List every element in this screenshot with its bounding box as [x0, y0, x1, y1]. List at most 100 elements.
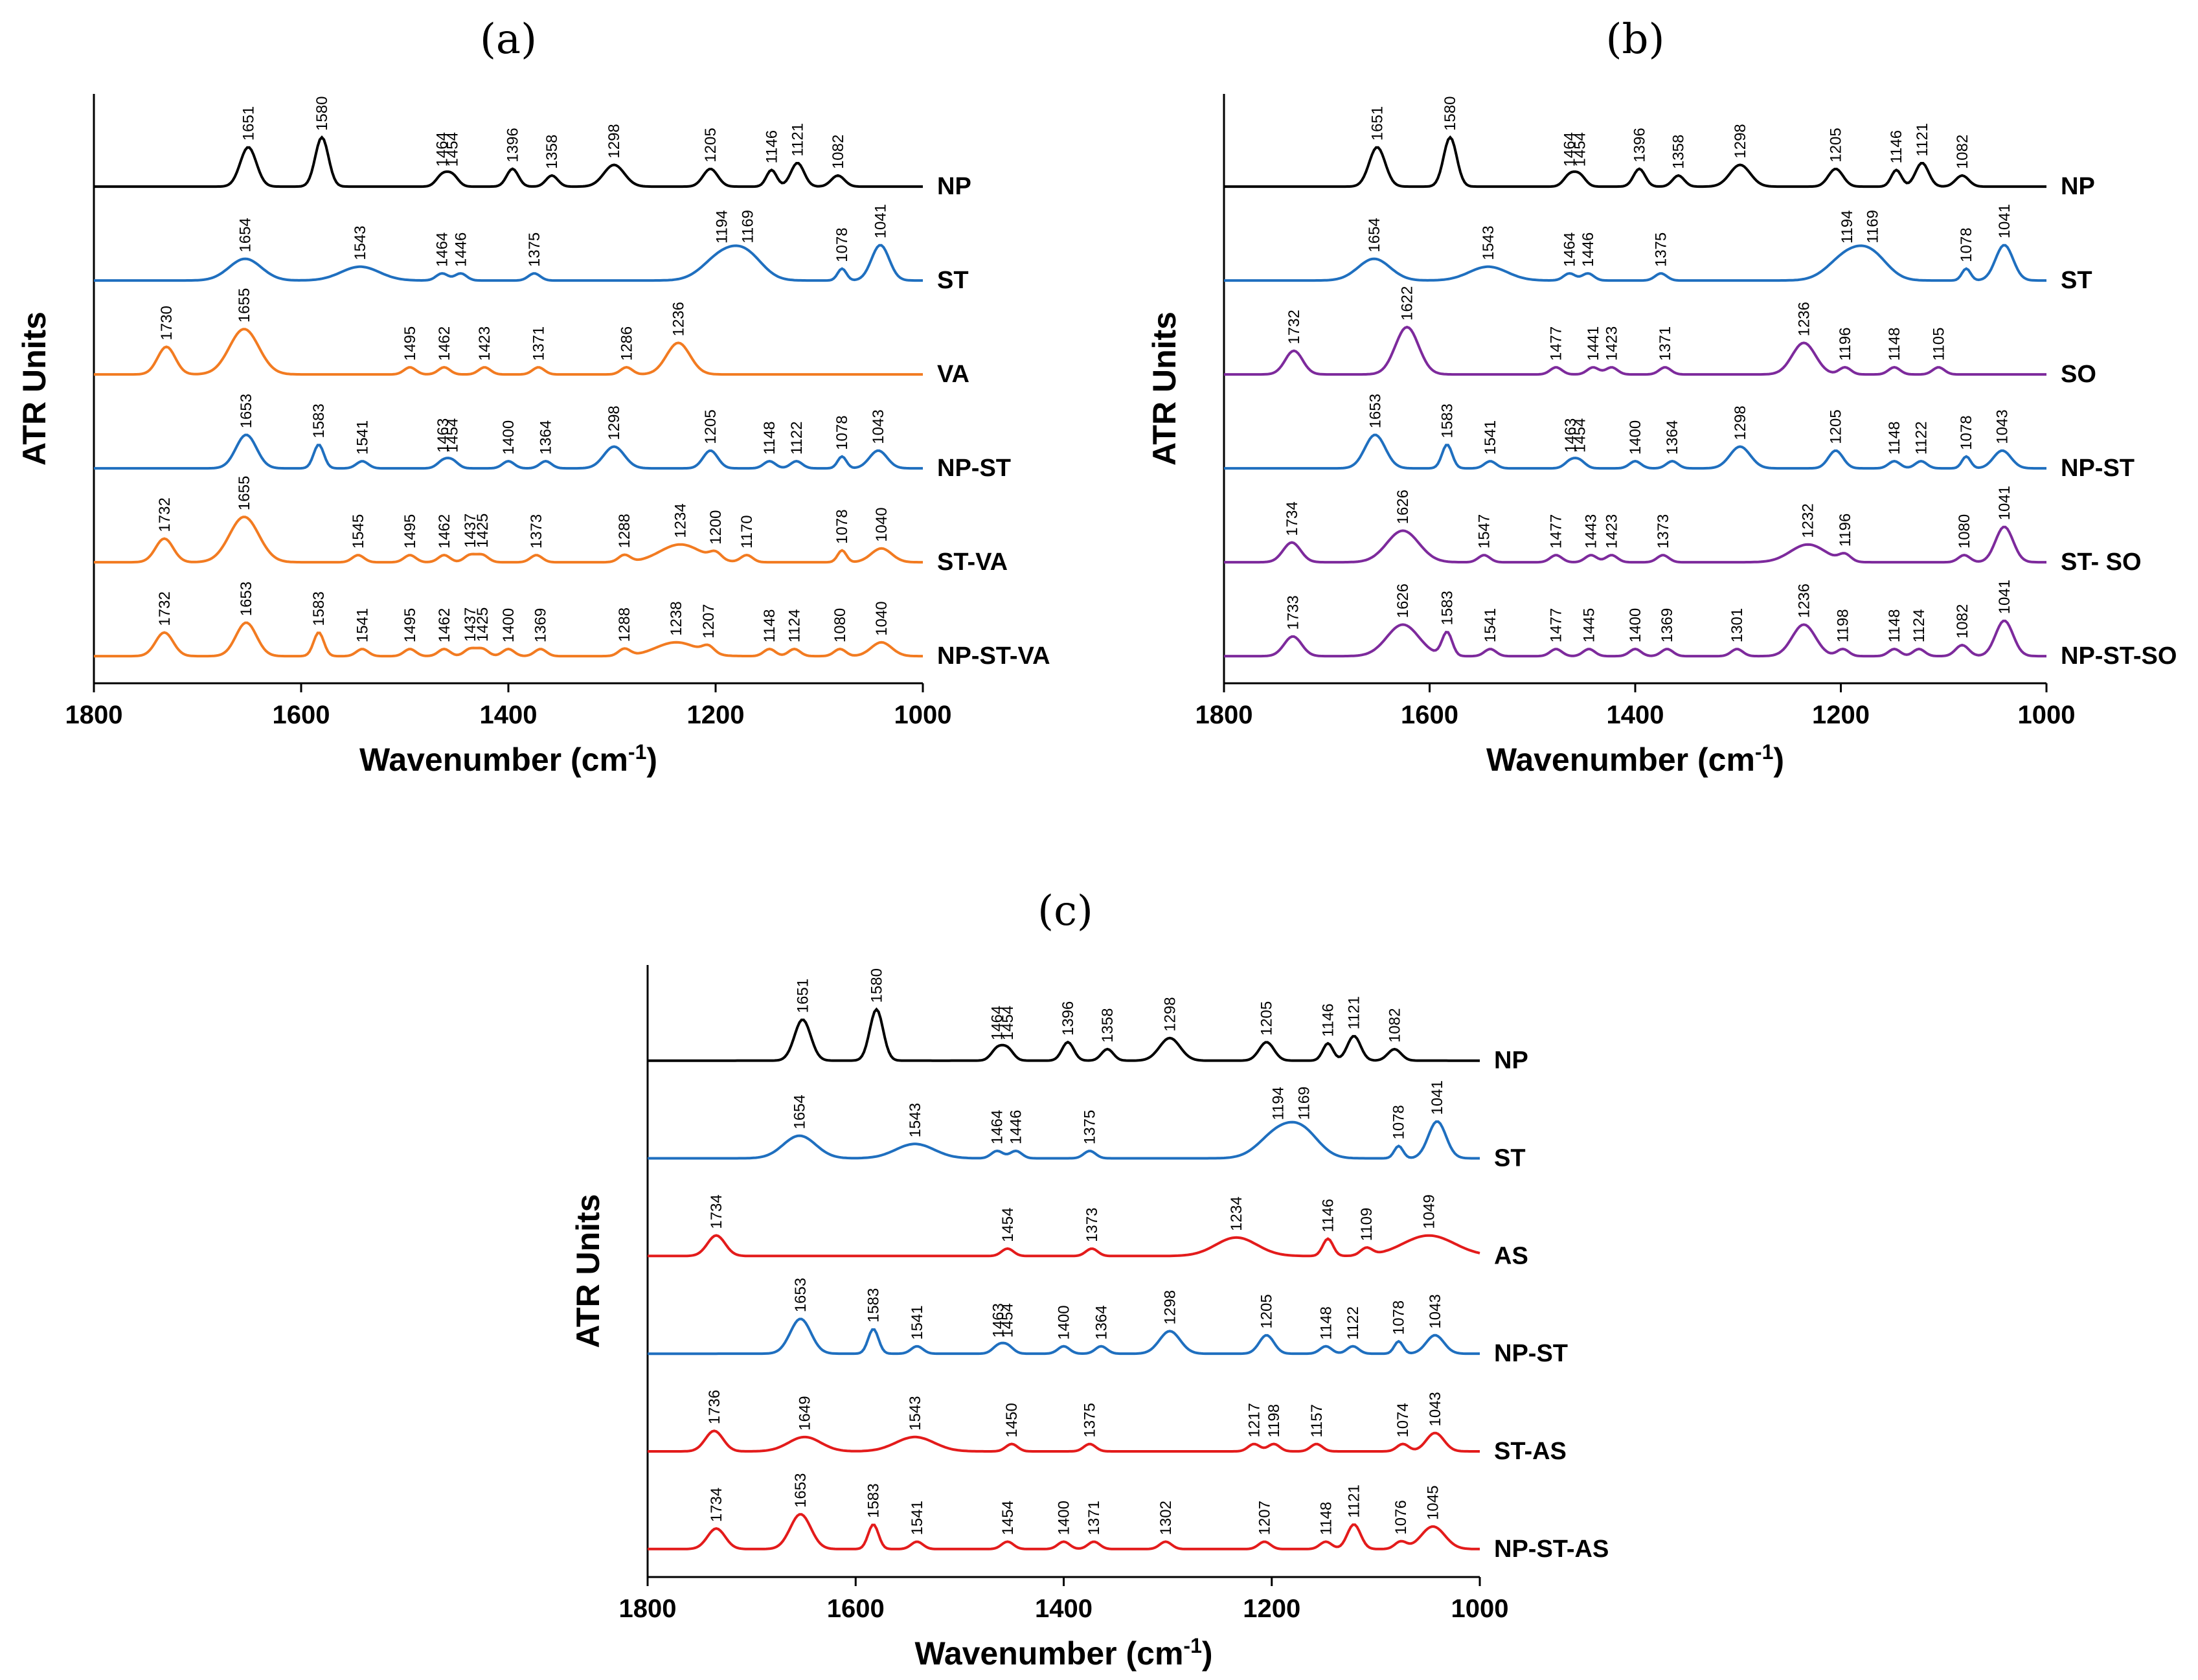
peak-label: 1495: [402, 326, 419, 361]
series-line: [1224, 244, 2046, 282]
peak-label: 1545: [350, 514, 367, 549]
peak-label: 1371: [1085, 1501, 1103, 1535]
peak-label: 1205: [702, 128, 719, 162]
peak-label: 1207: [700, 604, 718, 638]
peak-label: 1583: [865, 1288, 883, 1322]
peak-label: 1364: [538, 420, 555, 455]
peak-label: 1734: [708, 1194, 725, 1229]
peak-label: 1423: [1603, 326, 1620, 361]
peak-label: 1301: [1728, 608, 1746, 642]
series-line: [94, 433, 923, 470]
series-line: [94, 516, 923, 564]
peak-label: 1041: [1996, 204, 2013, 238]
peak-label: 1043: [1994, 409, 2011, 444]
peak-label: 1626: [1394, 584, 1412, 618]
x-tick-label: 1400: [1035, 1595, 1093, 1623]
peak-label: 1543: [352, 225, 369, 260]
series-label: NP: [2061, 173, 2095, 200]
peak-label: 1462: [436, 514, 453, 549]
peak-label: 1464: [1561, 233, 1578, 267]
peak-label: 1547: [1476, 514, 1493, 549]
peak-label: 1121: [1346, 1484, 1363, 1518]
series-label: NP-ST-SO: [2061, 642, 2177, 670]
peak-label: 1358: [543, 135, 561, 169]
series-label: AS: [1494, 1242, 1528, 1269]
peak-label: 1464: [434, 233, 451, 267]
peak-label: 1358: [1670, 135, 1688, 169]
peak-label: 1288: [616, 607, 633, 642]
series-line: [1224, 525, 2046, 564]
peak-label: 1583: [310, 591, 328, 626]
peak-label: 1655: [236, 476, 253, 510]
peak-label: 1298: [1732, 124, 1749, 158]
peak-label: 1396: [1059, 1001, 1077, 1036]
panel-1: 1800 1600 1400 1200 1000 (b) Wavenumber (cm-1)…: [1146, 16, 2177, 778]
y-axis-title: ATR Units: [570, 1194, 606, 1348]
peak-label: 1205: [1258, 1001, 1276, 1036]
peak-label: 1423: [1603, 514, 1620, 549]
peak-label: 1543: [1480, 225, 1497, 260]
peak-label: 1234: [1228, 1196, 1245, 1231]
peak-label: 1400: [500, 420, 517, 455]
peak-label: 1651: [240, 106, 257, 141]
series-label: NP-ST-VA: [937, 642, 1050, 670]
peak-label: 1477: [1548, 326, 1565, 361]
peak-label: 1122: [1912, 422, 1930, 455]
series-line: [94, 135, 923, 188]
peak-label: 1373: [528, 514, 545, 549]
peak-label: 1078: [1958, 415, 1975, 449]
peak-label: 1732: [156, 497, 174, 532]
peak-label: 1463: [990, 1303, 1007, 1337]
x-tick-label: 1000: [2018, 701, 2076, 729]
peak-label: 1082: [1954, 604, 1971, 639]
peak-label: 1041: [1996, 580, 2013, 614]
peak-label: 1371: [1657, 326, 1674, 361]
series-label: ST: [2061, 267, 2092, 294]
peak-label: 1541: [1482, 420, 1499, 455]
peak-label: 1626: [1394, 490, 1412, 524]
peak-label: 1369: [1659, 608, 1676, 642]
peak-label: 1146: [1888, 130, 1905, 164]
x-axis-title: Wavenumber (cm-1): [914, 1634, 1212, 1672]
peak-label: 1543: [907, 1396, 924, 1430]
peak-label: 1205: [1828, 409, 1845, 444]
peak-label: 1454: [444, 132, 462, 166]
series-label: NP-ST: [1494, 1340, 1568, 1367]
peak-label: 1543: [907, 1103, 924, 1137]
peak-label: 1076: [1392, 1500, 1410, 1534]
peak-label: 1541: [909, 1501, 926, 1535]
peak-label: 1371: [530, 326, 547, 361]
x-tick-label: 1000: [894, 701, 952, 729]
peak-label: 1375: [1653, 233, 1670, 267]
peak-label: 1732: [1286, 310, 1303, 344]
peak-label: 1733: [1284, 595, 1302, 630]
series-label: ST: [937, 267, 969, 294]
peak-label: 1463: [435, 418, 452, 453]
peak-label: 1734: [708, 1488, 725, 1522]
peak-label: 1541: [354, 608, 371, 642]
peak-label: 1122: [788, 422, 806, 455]
peak-label: 1450: [1003, 1403, 1021, 1437]
peak-label: 1400: [1627, 608, 1644, 642]
series-line: [1224, 433, 2046, 470]
panel-2: 1800 1600 1400 1200 1000 (c) Wavenumber (cm-1)…: [570, 887, 1609, 1672]
peak-label: 1654: [1366, 218, 1383, 252]
peak-label: 1441: [1585, 326, 1602, 361]
peak-label: 1105: [1930, 328, 1947, 361]
x-axis-title: Wavenumber (cm-1): [1486, 740, 1784, 778]
peak-label: 1169: [740, 210, 757, 244]
peak-label: 1653: [792, 1278, 810, 1312]
peak-label: 1148: [1317, 1502, 1335, 1536]
y-axis-title: ATR Units: [1146, 312, 1183, 466]
peak-label: 1454: [999, 1303, 1017, 1337]
peak-label: 1375: [1082, 1403, 1099, 1437]
peak-label: 1464: [989, 1006, 1006, 1040]
peak-label: 1234: [672, 503, 690, 538]
peak-label: 1732: [156, 591, 174, 626]
peak-label: 1425: [474, 607, 492, 642]
peak-label: 1454: [1571, 132, 1589, 166]
peak-label: 1043: [870, 409, 887, 444]
peak-label: 1298: [606, 124, 623, 158]
panel-letter: (a): [480, 16, 537, 63]
peak-label: 1078: [1390, 1300, 1408, 1335]
